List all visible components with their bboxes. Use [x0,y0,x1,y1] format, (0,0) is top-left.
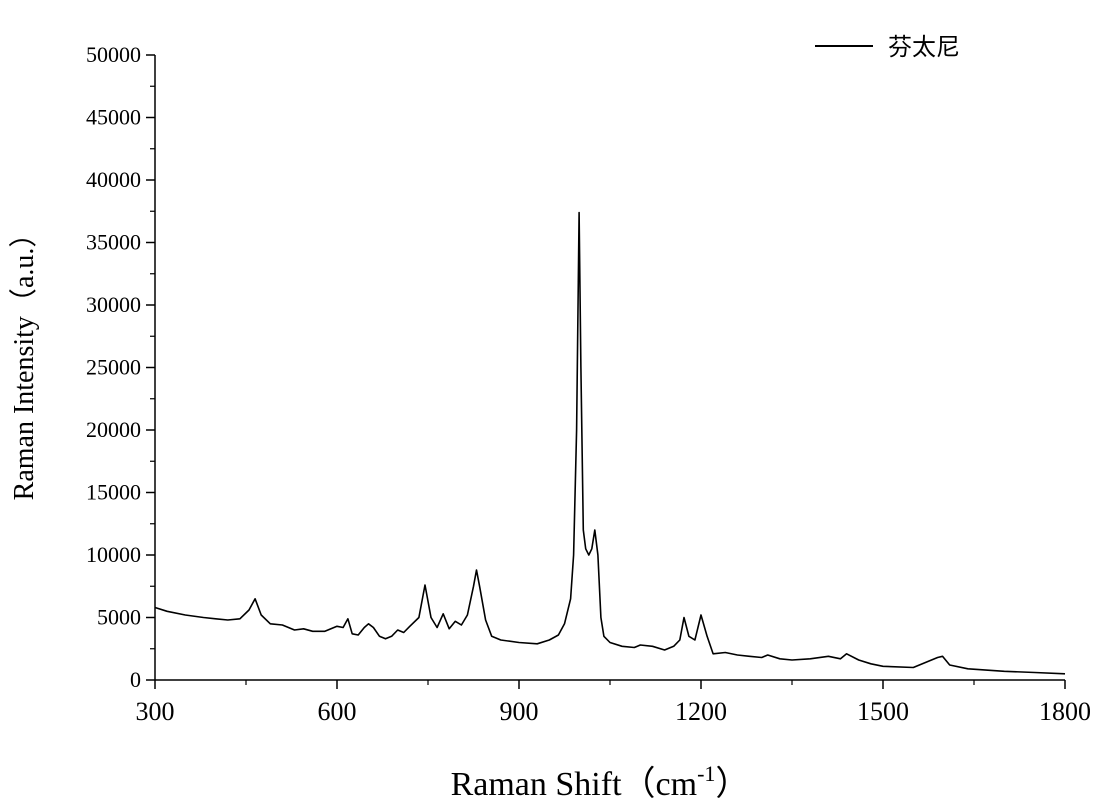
y-tick-label: 30000 [86,292,141,317]
y-tick-label: 20000 [86,417,141,442]
x-tick-label: 1500 [857,697,909,726]
y-tick-label: 0 [130,667,141,692]
x-axis-title-main: Raman Shift（cm [451,765,697,803]
legend: 芬太尼 [815,34,960,61]
x-axis-title: Raman Shift（cm-1） [451,761,750,803]
x-axis-title-tail: ） [715,765,749,803]
y-tick-label: 45000 [86,105,141,130]
y-tick-label: 10000 [86,542,141,567]
y-tick-label: 40000 [86,167,141,192]
x-axis-title-superscript: -1 [697,761,715,786]
series-line-fentanyl [154,211,1066,675]
y-tick-label: 25000 [86,355,141,380]
y-tick-label: 50000 [86,42,141,67]
y-tick-label: 5000 [97,605,141,630]
x-tick-label: 300 [136,697,175,726]
x-tick-label: 1200 [675,697,727,726]
x-tick-label: 600 [318,697,357,726]
y-axis-title: Raman Intensity（a.u.） [8,220,40,501]
legend-label: 芬太尼 [888,34,960,61]
x-tick-label: 900 [500,697,539,726]
x-tick-label: 1800 [1039,697,1091,726]
axes [154,55,1065,681]
series-layer [154,211,1066,675]
ticks: 0 5000 10000 15000 20000 25000 30000 35000 40000… [86,42,1091,726]
y-tick-label: 35000 [86,230,141,255]
y-tick-label: 15000 [86,480,141,505]
